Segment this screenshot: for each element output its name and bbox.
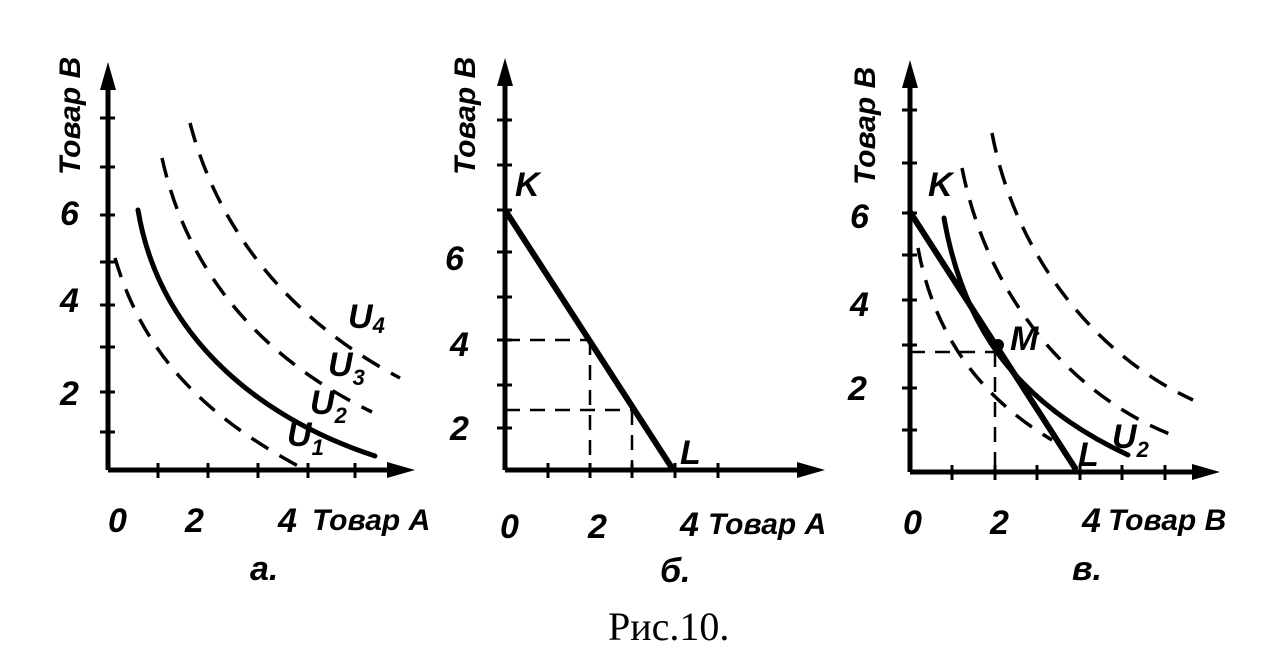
- panel-b-x-arrow: [797, 462, 825, 478]
- panel-a-xtick-2: 2: [184, 502, 204, 540]
- panel-a-ytick-2: 2: [59, 375, 79, 413]
- panel-b-point-l: L: [680, 434, 701, 472]
- panel-c-point-m-dot: [992, 339, 1004, 351]
- panel-c-point-l: L: [1078, 436, 1099, 474]
- panel-c-y-label: Товар В: [849, 67, 882, 185]
- panel-c-caption: в.: [1072, 550, 1102, 588]
- panel-b-caption: б.: [660, 552, 691, 590]
- panel-b: Товар В 6 4 2 0 2 4 Товар А K L б.: [445, 57, 826, 590]
- panel-a-x-arrow: [387, 462, 415, 478]
- panel-b-ticks: [497, 118, 720, 478]
- panel-c-curve-inner: [916, 247, 1053, 442]
- panel-c-xtick-2: 2: [989, 504, 1009, 542]
- panel-c-label-u2: U2: [1112, 418, 1150, 462]
- panel-a-y-arrow: [100, 62, 116, 90]
- panel-b-y-label: Товар В: [449, 57, 482, 175]
- panel-c-ytick-2: 2: [847, 370, 867, 408]
- panel-b-budget-line: [502, 207, 675, 471]
- panel-a-ticks: [100, 116, 357, 478]
- panel-b-xtick-4: 4: [679, 506, 699, 544]
- panel-a-label-u2: U2: [310, 384, 348, 428]
- panel-b-xtick-2: 2: [587, 508, 607, 546]
- panel-b-point-k: K: [515, 166, 542, 204]
- panel-c-point-m: M: [1010, 320, 1039, 358]
- panel-c-curve-middle: [960, 167, 1181, 440]
- panel-c: Товар В 6 4 2 0 2 4 Товар В K M L U2 в.: [847, 60, 1226, 588]
- panel-a-xtick-0: 0: [108, 502, 127, 540]
- panel-b-x-label: Товар А: [708, 508, 826, 541]
- figure-caption: Рис.10.: [608, 604, 729, 647]
- panel-b-y-arrow: [497, 58, 513, 86]
- panel-c-ytick-6: 6: [850, 198, 870, 236]
- panel-b-ytick-6: 6: [445, 240, 465, 278]
- panel-c-ytick-4: 4: [849, 286, 869, 324]
- panel-a-caption: а.: [250, 550, 278, 588]
- panel-a-label-u3: U3: [328, 346, 365, 390]
- panel-c-y-arrow: [902, 60, 918, 88]
- panel-c-curve-outer: [990, 132, 1194, 402]
- panel-a-ytick-6: 6: [60, 195, 80, 233]
- panel-a-curve-u1: [113, 257, 299, 468]
- panel-c-point-k: K: [928, 166, 955, 204]
- panel-c-ticks: [902, 108, 1167, 480]
- panel-b-ytick-2: 2: [449, 410, 469, 448]
- panel-a: Товар В 6 4 2 0 2 4 Товар А U1 U2 U3 U4 …: [54, 57, 430, 588]
- panel-a-y-label: Товар В: [54, 57, 87, 175]
- panel-a-label-u1: U1: [287, 416, 324, 460]
- panel-a-curve-u4: [188, 122, 401, 380]
- panel-c-x-arrow: [1192, 464, 1220, 480]
- panel-c-budget-line: [907, 209, 1078, 471]
- panel-a-x-label: Товар А: [312, 504, 430, 537]
- panel-a-xtick-4: 4: [277, 502, 297, 540]
- panel-c-x-label: Товар В: [1108, 504, 1226, 537]
- panel-a-curve-u2: [135, 207, 378, 459]
- panel-a-ytick-4: 4: [59, 282, 79, 320]
- panel-b-ytick-4: 4: [449, 326, 469, 364]
- panel-a-label-u4: U4: [348, 298, 385, 338]
- panel-c-xtick-4: 4: [1081, 502, 1101, 540]
- panel-c-xtick-0: 0: [903, 504, 922, 542]
- panel-b-xtick-0: 0: [500, 508, 519, 546]
- panel-a-curve-u3: [160, 157, 373, 414]
